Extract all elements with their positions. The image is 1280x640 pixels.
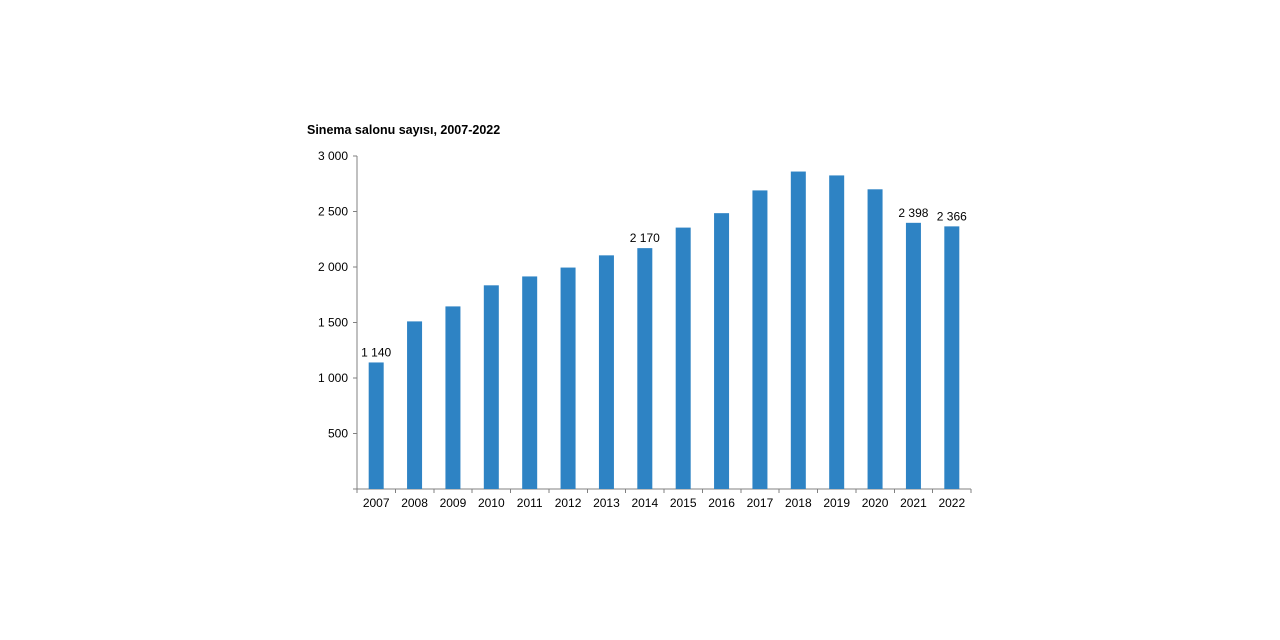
bar-2013 — [598, 255, 614, 489]
x-tick-label: 2013 — [593, 496, 620, 510]
chart-title: Sinema salonu sayısı, 2007-2022 — [307, 123, 500, 137]
x-tick-label: 2021 — [900, 496, 927, 510]
x-tick-label: 2019 — [823, 496, 850, 510]
bar-2009 — [445, 306, 461, 489]
bar-series — [368, 171, 960, 490]
x-tick-label: 2020 — [862, 496, 889, 510]
data-labels: 1 140 2 170 2 398 2 366 — [361, 206, 967, 360]
x-tick-label: 2022 — [938, 496, 965, 510]
bar-2022 — [944, 226, 960, 489]
bar-2012 — [560, 267, 576, 489]
x-tick-label: 2008 — [401, 496, 428, 510]
y-tick-label: 500 — [328, 427, 348, 441]
bar-2019 — [829, 175, 845, 490]
y-axis: 500 1 000 1 500 2 000 2 500 3 000 — [318, 149, 358, 490]
x-tick-label: 2011 — [517, 496, 543, 510]
bar-2018 — [790, 171, 806, 490]
bar-2007 — [368, 362, 384, 489]
x-tick-label: 2014 — [631, 496, 658, 510]
x-tick-label: 2009 — [440, 496, 467, 510]
x-tick-label: 2017 — [747, 496, 774, 510]
y-tick-label: 1 500 — [318, 316, 348, 330]
x-tick-label: 2007 — [363, 496, 390, 510]
data-label-2022: 2 366 — [937, 209, 967, 223]
bar-2010 — [483, 285, 499, 489]
bar-2020 — [867, 189, 883, 490]
y-tick-label: 1 000 — [318, 371, 348, 385]
bar-2015 — [675, 227, 691, 489]
data-label-2007: 1 140 — [361, 345, 391, 359]
data-label-2021: 2 398 — [898, 206, 928, 220]
data-label-2014: 2 170 — [630, 231, 660, 245]
bar-2021 — [905, 222, 921, 489]
x-tick-label: 2015 — [670, 496, 697, 510]
y-tick-label: 3 000 — [318, 149, 348, 163]
x-axis: 2007 2008 2009 2010 2011 2012 2013 2014 2015 2016… — [356, 488, 972, 510]
bar-2008 — [407, 321, 423, 489]
bar-2017 — [752, 190, 768, 489]
x-tick-label: 2016 — [708, 496, 735, 510]
y-tick-label: 2 500 — [318, 205, 348, 219]
bar-2011 — [522, 276, 538, 489]
y-tick-label: 2 000 — [318, 260, 348, 274]
bar-2014 — [637, 248, 653, 489]
x-tick-label: 2012 — [555, 496, 582, 510]
bar-2016 — [714, 213, 730, 490]
x-tick-label: 2018 — [785, 496, 812, 510]
x-tick-label: 2010 — [478, 496, 505, 510]
